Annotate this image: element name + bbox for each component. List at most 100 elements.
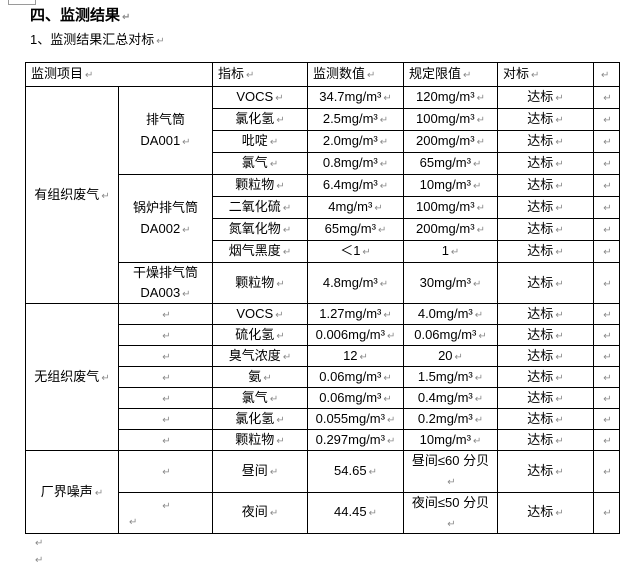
paragraph-mark-icon: ↵ [94,487,104,499]
paragraph-mark-icon: ↵ [474,394,484,406]
paragraph-mark-icon: ↵ [474,310,484,322]
paragraph-mark-icon: ↵ [162,394,171,406]
benchmark-cell: 达标 ↵ [497,130,594,153]
empty-cell: ↵ [118,366,213,389]
paragraph-mark-icon: ↵ [603,247,612,259]
paragraph-mark-icon: ↵ [555,436,564,448]
paragraph-mark-icon: ↵ [603,508,612,520]
paragraph-mark-icon: ↵ [603,467,612,479]
limit-cell: 昼间≤60 分贝↵ [403,450,498,493]
paragraph-mark-icon: ↵ [478,331,487,343]
paragraph-mark-icon: ↵ [603,373,612,385]
limit-text: 昼间≤60 分贝↵ [411,453,490,489]
paragraph-mark-icon: ↵ [35,555,44,566]
paragraph-mark-icon: ↵ [472,181,482,193]
limit-cell: 4.0mg/m³ ↵ [403,303,498,326]
paragraph-mark-icon: ↵ [603,310,612,322]
paragraph-mark-icon: ↵ [555,203,564,215]
paragraph-mark-icon: ↵ [603,394,612,406]
paragraph-mark-line: ↵ [33,554,43,566]
value-cell: 44.45 ↵ [307,491,404,534]
paragraph-mark-icon: ↵ [555,310,564,322]
indicator-cell: 吡啶 ↵ [212,130,308,153]
paragraph-mark-icon: ↵ [383,310,392,322]
paragraph-mark-icon: ↵ [386,436,396,448]
paragraph-mark-icon: ↵ [101,373,110,385]
value-cell: 4.8mg/m³ ↵ [307,261,404,305]
table-row: 氯气 ↵ 0.8mg/m³ ↵ 65mg/m³ ↵ 达标 ↵ ↵ [26,152,620,175]
paragraph-mark-icon: ↵ [162,436,171,448]
value-cell: ＜1 ↵ [307,240,404,263]
row-end-mark: ↵ [593,345,620,368]
limit-cell: 1.5mg/m³ ↵ [403,366,498,389]
monitoring-results-table: 监测项目 ↵ 指标 ↵ 监测数值 ↵ 规定限值 ↵ 对标 ↵ ↵ 有组织废气 ↵ 排气筒 D… [25,62,620,534]
row-end-mark: ↵ [593,429,620,452]
table-row: 烟气黑度 ↵ ＜1 ↵ 1 ↵ 达标 ↵ ↵ [26,240,620,263]
row-end-mark: ↵ [593,86,620,109]
paragraph-mark-icon: ↵ [122,12,131,23]
benchmark-cell: 达标 ↵ [497,387,594,410]
paragraph-mark-icon: ↵ [447,518,456,530]
indicator-cell: 昼间 ↵ [212,450,308,493]
paragraph-mark-icon: ↵ [450,247,460,259]
value-cell: 12 ↵ [307,345,404,368]
paragraph-mark-icon: ↵ [269,394,279,406]
table-row: 无组织废气 ↵ ↵ VOCS ↵ 1.27mg/m³ ↵ 4.0mg/m³ ↵ 达标 ↵ … [25,303,620,452]
paragraph-mark-icon: ↵ [603,352,612,364]
paragraph-mark-icon: ↵ [555,394,564,406]
paragraph-mark-icon: ↵ [472,278,482,290]
value-cell: 4mg/m³ ↵ [307,196,404,219]
paragraph-mark-icon: ↵ [603,159,612,171]
indicator-cell: 氯化氢 ↵ [212,408,308,431]
table-row: ↵ 氯化氢 ↵ 0.055mg/m³ ↵ 0.2mg/m³ ↵ 达标 ↵ ↵ [26,408,620,431]
table-row: ↵ 氯气 ↵ 0.06mg/m³ ↵ 0.4mg/m³ ↵ 达标 ↵ ↵ [26,387,620,410]
paragraph-mark-icon: ↵ [555,159,564,171]
benchmark-cell: 达标 ↵ [497,429,594,452]
paragraph-mark-icon: ↵ [463,70,472,82]
value-cell: 0.055mg/m³ ↵ [307,408,404,431]
paragraph-mark-icon: ↵ [601,70,610,82]
limit-cell: 200mg/m³ ↵ [403,218,498,241]
indicator-cell: 氯气 ↵ [212,152,308,175]
row-end-mark: ↵ [593,450,620,493]
limit-cell: 夜间≤50 分贝↵ [403,491,498,534]
benchmark-cell: 达标 ↵ [497,196,594,219]
paragraph-mark-icon: ↵ [379,115,389,127]
category-cell-organized: 有组织废气 ↵ [25,85,119,305]
benchmark-cell: 达标 ↵ [497,108,594,131]
paragraph-mark-icon: ↵ [476,225,485,237]
paragraph-mark-icon: ↵ [555,331,564,343]
paragraph-mark-line: ↵ [33,537,43,549]
value-cell: 0.006mg/m³ ↵ [307,324,404,347]
paragraph-mark-icon: ↵ [282,247,292,259]
paragraph-mark-icon: ↵ [386,415,396,427]
paragraph-mark-icon: ↵ [269,137,279,149]
row-end-mark: ↵ [593,152,620,175]
paragraph-mark-icon: ↵ [603,137,612,149]
limit-cell: 1 ↵ [403,240,498,263]
paragraph-mark-icon: ↵ [275,93,284,105]
row-end-mark: ↵ [593,324,620,347]
indicator-cell: 硫化氢 ↵ [212,324,308,347]
stack-name: 干燥排气筒 [132,265,198,280]
paragraph-mark-icon: ↵ [555,373,564,385]
paragraph-mark-icon: ↵ [379,137,389,149]
paragraph-mark-icon: ↵ [263,373,272,385]
paragraph-mark-icon: ↵ [472,159,482,171]
paragraph-mark-icon: ↵ [276,436,285,448]
indicator-cell: 氯气 ↵ [212,387,308,410]
paragraph-mark-icon: ↵ [359,352,368,364]
stack-code: DA002 ↵ [140,220,191,236]
paragraph-mark-icon: ↵ [555,137,564,149]
indicator-cell: VOCS ↵ [212,303,308,326]
value-cell: 6.4mg/m³ ↵ [307,174,404,197]
paragraph-mark-icon: ↵ [555,247,564,259]
paragraph-mark-icon: ↵ [374,203,383,215]
limit-cell: 0.4mg/m³ ↵ [403,387,498,410]
paragraph-mark-icon: ↵ [269,508,279,520]
indicator-cell: 氮氧化物 ↵ [212,218,308,241]
indicator-cell: 颗粒物 ↵ [212,429,308,452]
table-row: 氮氧化物 ↵ 65mg/m³ ↵ 200mg/m³ ↵ 达标 ↵ ↵ [26,218,620,241]
table-row: ↵ 颗粒物 ↵ 0.297mg/m³ ↵ 10mg/m³ ↵ 达标 ↵ ↵ [26,429,620,452]
limit-cell: 20 ↵ [403,345,498,368]
